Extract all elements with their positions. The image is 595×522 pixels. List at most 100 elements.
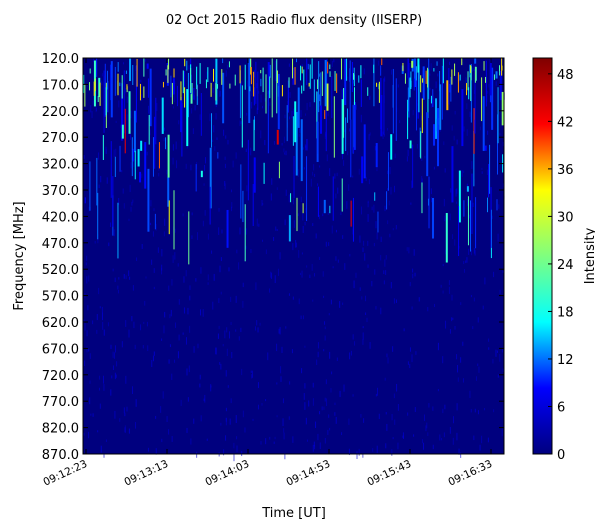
heatmap-speckle bbox=[235, 415, 237, 424]
colorbar-tick-label: 18 bbox=[557, 305, 574, 320]
heatmap-speckle bbox=[174, 228, 176, 233]
heatmap-speckle bbox=[171, 436, 173, 442]
heatmap-speckle bbox=[112, 268, 114, 272]
heatmap-speckle bbox=[315, 421, 317, 428]
heatmap-speckle bbox=[96, 314, 98, 321]
heatmap-speckle bbox=[341, 432, 343, 436]
heatmap-speckle bbox=[149, 129, 151, 136]
heatmap-speckle bbox=[452, 234, 454, 240]
heatmap-speckle bbox=[281, 346, 283, 353]
heatmap-speckle bbox=[176, 160, 178, 169]
heatmap-streak bbox=[121, 75, 123, 99]
heatmap-streak bbox=[126, 84, 128, 90]
heatmap-streak bbox=[131, 137, 133, 177]
heatmap-speckle bbox=[226, 64, 228, 70]
heatmap-speckle bbox=[453, 135, 455, 141]
heatmap-speckle bbox=[477, 317, 479, 323]
y-tick-label: 720.0 bbox=[42, 369, 79, 384]
heatmap-speckle bbox=[209, 81, 211, 84]
heatmap-speckle bbox=[126, 406, 128, 412]
heatmap-speckle bbox=[437, 342, 439, 351]
heatmap-streak bbox=[229, 83, 231, 89]
heatmap-streak bbox=[172, 78, 175, 95]
heatmap-speckle bbox=[245, 228, 247, 235]
heatmap-streak bbox=[110, 141, 112, 198]
heatmap-speckle bbox=[407, 149, 409, 157]
heatmap-speckle bbox=[352, 175, 354, 178]
heatmap-streak bbox=[325, 87, 327, 152]
heatmap-speckle bbox=[293, 220, 295, 228]
heatmap-streak bbox=[260, 78, 262, 87]
heatmap-speckle bbox=[344, 263, 346, 270]
heatmap-speckle bbox=[140, 84, 142, 89]
heatmap-streak bbox=[367, 87, 369, 96]
heatmap-streak bbox=[474, 68, 476, 134]
heatmap-streak bbox=[277, 85, 279, 97]
heatmap-streak bbox=[320, 72, 322, 115]
heatmap-speckle bbox=[161, 438, 163, 443]
heatmap-speckle bbox=[301, 252, 303, 255]
heatmap-speckle bbox=[178, 299, 180, 305]
heatmap-streak bbox=[417, 58, 420, 73]
heatmap-speckle bbox=[118, 197, 120, 206]
heatmap-speckle bbox=[468, 248, 470, 255]
heatmap-speckle bbox=[317, 342, 319, 349]
heatmap-speckle bbox=[189, 295, 191, 301]
heatmap-streak bbox=[117, 73, 119, 96]
y-tick-label: 220.0 bbox=[42, 105, 79, 120]
heatmap-speckle bbox=[282, 398, 284, 404]
heatmap-speckle bbox=[83, 432, 85, 436]
heatmap-speckle bbox=[383, 270, 385, 274]
y-tick-label: 370.0 bbox=[42, 184, 79, 199]
heatmap-speckle bbox=[203, 398, 205, 402]
heatmap-speckle bbox=[91, 111, 93, 119]
heatmap-streak bbox=[489, 144, 491, 194]
heatmap-speckle bbox=[193, 418, 195, 424]
heatmap-speckle bbox=[329, 427, 331, 431]
heatmap-speckle bbox=[224, 330, 226, 339]
heatmap-streak bbox=[136, 58, 138, 87]
heatmap-speckle bbox=[367, 264, 369, 268]
heatmap-streak bbox=[381, 58, 383, 66]
heatmap-speckle bbox=[331, 225, 333, 234]
heatmap-streak bbox=[276, 70, 278, 84]
heatmap-speckle bbox=[292, 243, 294, 251]
heatmap-speckle bbox=[444, 404, 446, 410]
heatmap-speckle bbox=[94, 240, 96, 244]
heatmap-speckle bbox=[449, 61, 451, 65]
heatmap-speckle bbox=[188, 365, 190, 373]
heatmap-speckle bbox=[373, 242, 375, 247]
heatmap-speckle bbox=[298, 250, 300, 258]
heatmap-speckle bbox=[227, 385, 229, 388]
heatmap-streak bbox=[428, 198, 430, 206]
heatmap-speckle bbox=[273, 441, 275, 444]
heatmap-speckle bbox=[220, 363, 222, 370]
heatmap-speckle bbox=[262, 105, 264, 109]
heatmap-speckle bbox=[131, 201, 133, 206]
heatmap-speckle bbox=[200, 309, 202, 316]
heatmap-speckle bbox=[240, 121, 242, 125]
heatmap-streak bbox=[89, 82, 91, 91]
heatmap-streak bbox=[247, 139, 249, 201]
heatmap-streak bbox=[183, 71, 185, 102]
heatmap-streak bbox=[363, 124, 366, 179]
heatmap-streak bbox=[83, 74, 85, 93]
heatmap-speckle bbox=[362, 247, 364, 252]
heatmap-speckle bbox=[157, 247, 159, 253]
heatmap-streak bbox=[288, 215, 291, 242]
heatmap-speckle bbox=[450, 188, 452, 193]
heatmap-speckle bbox=[335, 193, 337, 199]
heatmap-streak bbox=[350, 200, 352, 227]
heatmap-speckle bbox=[367, 200, 369, 203]
heatmap-speckle bbox=[442, 408, 444, 414]
heatmap-streak bbox=[467, 196, 469, 246]
heatmap-speckle bbox=[328, 242, 330, 246]
heatmap-streak bbox=[461, 58, 463, 66]
heatmap-speckle bbox=[126, 114, 128, 121]
heatmap-speckle bbox=[474, 408, 476, 413]
heatmap-streak bbox=[167, 65, 169, 83]
heatmap-speckle bbox=[456, 201, 458, 204]
heatmap-speckle bbox=[475, 376, 477, 381]
heatmap-streak bbox=[154, 116, 156, 169]
